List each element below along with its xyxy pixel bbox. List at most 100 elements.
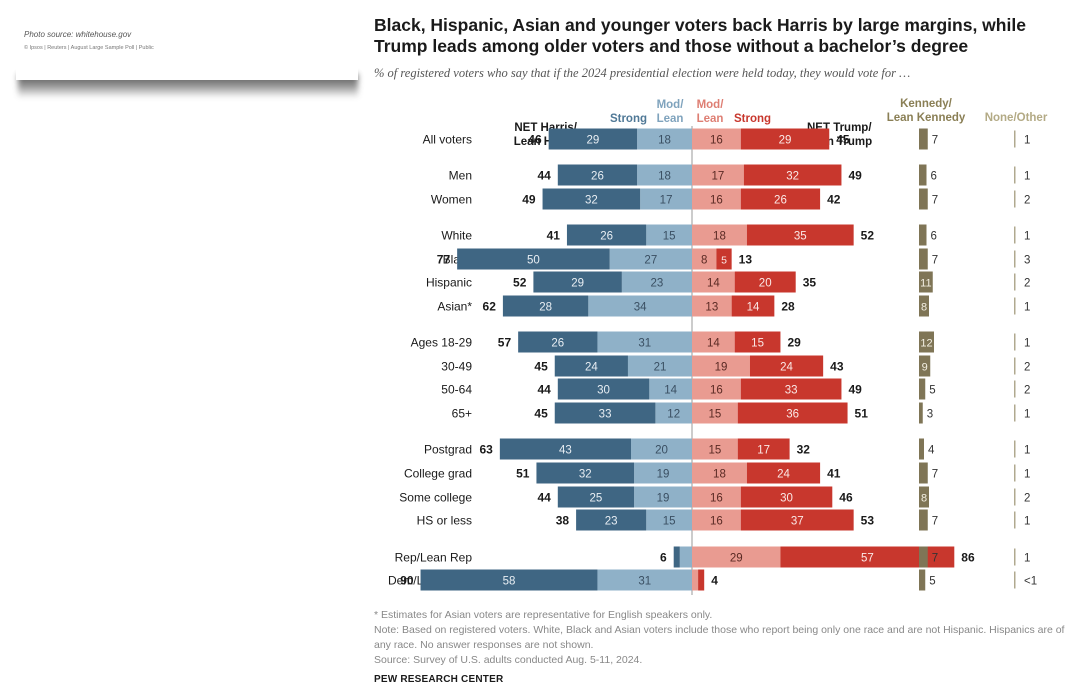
- bar-trump-lean-dem-lean-dem: [692, 569, 699, 591]
- label-harris-lean-30-49: 21: [654, 362, 667, 374]
- header-strong-trump: Strong: [734, 113, 771, 125]
- net-trump-all-voters: 45: [836, 133, 850, 147]
- net-harris-some-college: 44: [537, 491, 551, 505]
- label-kennedy-50-64: 5: [929, 385, 935, 397]
- bar-none-other-65: [1014, 404, 1016, 422]
- label-none-other-rep-lean-rep: 1: [1024, 553, 1030, 565]
- label-harris-strong-all-voters: 29: [586, 135, 599, 147]
- bar-kennedy-dem-lean-dem: [919, 569, 926, 591]
- chart-subtitle: % of registered voters who say that if t…: [374, 66, 911, 80]
- label-harris-strong-postgrad: 43: [559, 445, 572, 457]
- bar-none-other-hispanic: [1014, 273, 1016, 291]
- label-trump-lean-black: 8: [701, 255, 707, 267]
- bar-none-other-50-64: [1014, 380, 1016, 398]
- bar-harris-lean-rep-lean-rep: [679, 546, 692, 568]
- bar-harris-strong-white: [566, 224, 647, 246]
- bar-harris-strong-college-grad: [536, 462, 635, 484]
- label-trump-strong-rep-lean-rep: 57: [861, 553, 874, 565]
- header-mod-harris: Mod/: [657, 99, 685, 111]
- label-harris-strong-men: 26: [591, 171, 604, 183]
- label-trump-lean-asian: 13: [705, 302, 718, 314]
- label-harris-strong-ages-18-29: 26: [551, 338, 564, 350]
- label-trump-strong-postgrad: 17: [757, 445, 770, 457]
- bar-harris-strong-65: [554, 402, 656, 424]
- net-harris-asian: 62: [483, 300, 497, 314]
- label-harris-lean-some-college: 19: [657, 493, 670, 505]
- bar-trump-strong-some-college: [740, 486, 833, 508]
- label-kennedy-rep-lean-rep: 7: [932, 553, 938, 565]
- label-harris-strong-college-grad: 32: [579, 469, 592, 481]
- bar-trump-strong-hs-or-less: [740, 509, 854, 531]
- bar-harris-strong-50-64: [557, 378, 650, 400]
- label-trump-strong-hs-or-less: 37: [791, 516, 804, 528]
- label-kennedy-hispanic: 11: [920, 278, 931, 290]
- bar-harris-strong-postgrad: [499, 438, 631, 460]
- net-trump-black: 13: [739, 253, 753, 267]
- bar-none-other-men: [1014, 166, 1016, 184]
- net-harris-all-voters: 46: [528, 133, 542, 147]
- label-harris-lean-asian: 34: [634, 302, 647, 314]
- label-trump-strong-30-49: 24: [780, 362, 793, 374]
- label-kennedy-asian: 8: [921, 302, 927, 314]
- photo-credit: © Ipsos | Reuters | August Large Sample …: [24, 45, 154, 51]
- bar-none-other-postgrad: [1014, 440, 1016, 458]
- label-kennedy-college-grad: 7: [932, 469, 938, 481]
- label-none-other-women: 2: [1024, 195, 1030, 207]
- net-harris-women: 49: [522, 193, 536, 207]
- label-harris-lean-all-voters: 18: [658, 135, 671, 147]
- photo-source: Photo source: whitehouse.gov: [24, 30, 132, 39]
- bar-trump-lean-men: [692, 164, 744, 186]
- bar-trump-strong-white: [746, 224, 854, 246]
- label-none-other-some-college: 2: [1024, 493, 1030, 505]
- footnote-note: Note: Based on registered voters. White,…: [374, 624, 1065, 651]
- label-none-other-dem-lean-dem: <1: [1024, 576, 1037, 588]
- bar-trump-strong-asian: [731, 295, 775, 317]
- net-trump-50-64: 49: [848, 383, 862, 397]
- bar-kennedy-women: [919, 188, 928, 210]
- label-kennedy-ages-18-29: 12: [920, 338, 932, 350]
- bar-trump-strong-women: [740, 188, 821, 210]
- bar-kennedy-ages-18-29: [919, 331, 934, 353]
- bar-trump-strong-all-voters: [740, 128, 830, 150]
- label-none-other-ages-18-29: 1: [1024, 338, 1030, 350]
- net-harris-rep-lean-rep: 6: [660, 551, 667, 565]
- label-kennedy-dem-lean-dem: 5: [929, 576, 935, 588]
- label-kennedy-65: 3: [927, 409, 933, 421]
- label-harris-lean-dem-lean-dem: 31: [638, 576, 651, 588]
- label-kennedy-postgrad: 4: [928, 445, 935, 457]
- bar-none-other-white: [1014, 226, 1016, 244]
- row-label-men: Men: [449, 169, 472, 183]
- bar-kennedy-college-grad: [919, 462, 928, 484]
- label-trump-lean-hispanic: 14: [707, 278, 720, 290]
- net-trump-hispanic: 35: [803, 276, 817, 290]
- bar-harris-lean-some-college: [634, 486, 692, 508]
- chart-title: Black, Hispanic, Asian and younger voter…: [374, 15, 1026, 56]
- net-trump-college-grad: 41: [827, 467, 841, 481]
- bar-none-other-women: [1014, 190, 1016, 208]
- bar-harris-strong-men: [557, 164, 638, 186]
- label-trump-strong-black: 5: [721, 255, 727, 267]
- label-none-other-all-voters: 1: [1024, 135, 1030, 147]
- row-label-women: Women: [431, 193, 472, 207]
- bar-kennedy-men: [919, 164, 927, 186]
- label-trump-lean-all-voters: 16: [710, 135, 723, 147]
- bar-none-other-some-college: [1014, 488, 1016, 506]
- bar-trump-lean-50-64: [692, 378, 741, 400]
- bar-harris-strong-rep-lean-rep: [673, 546, 680, 568]
- label-trump-lean-30-49: 19: [715, 362, 728, 374]
- bar-kennedy-postgrad: [919, 438, 924, 460]
- bar-harris-lean-postgrad: [631, 438, 692, 460]
- bar-trump-strong-50-64: [740, 378, 842, 400]
- header-none-other: None/Other: [985, 112, 1048, 124]
- net-trump-65: 51: [855, 407, 869, 421]
- bar-harris-strong-asian: [502, 295, 589, 317]
- label-trump-lean-ages-18-29: 14: [707, 338, 720, 350]
- header-strong-harris: Strong: [610, 113, 647, 125]
- net-trump-women: 42: [827, 193, 841, 207]
- bar-trump-lean-postgrad: [692, 438, 738, 460]
- header-lean-harris: Lean: [657, 113, 684, 125]
- bar-kennedy-white: [919, 224, 927, 246]
- bar-trump-strong-30-49: [749, 355, 824, 377]
- label-kennedy-some-college: 8: [921, 493, 927, 505]
- row-label-50-64: 50-64: [441, 383, 472, 397]
